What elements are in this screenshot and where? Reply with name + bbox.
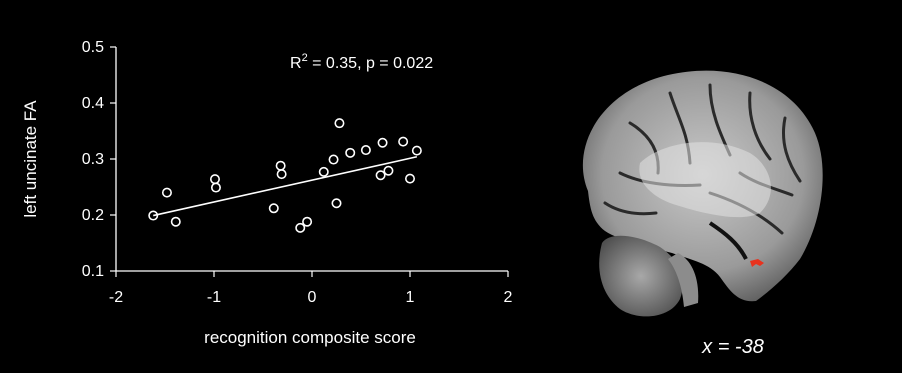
data-point <box>345 147 356 158</box>
data-point <box>148 210 159 221</box>
fit-line-group <box>153 155 418 217</box>
data-point <box>210 182 221 193</box>
data-point <box>377 137 388 148</box>
data-point <box>411 145 422 156</box>
data-point <box>276 169 287 180</box>
r2-rest: = 0.35, p = 0.022 <box>308 55 434 72</box>
cerebellum <box>599 235 683 317</box>
x-tick-label: 0 <box>308 289 317 306</box>
temporal-fissure <box>708 221 748 260</box>
slice-coordinate-label: x = -38 <box>702 336 764 358</box>
data-point <box>318 166 329 177</box>
data-point <box>295 222 306 233</box>
r2-superscript: 2 <box>302 52 308 64</box>
x-tick-label: -2 <box>109 289 123 306</box>
data-point <box>334 118 345 129</box>
data-point <box>360 145 371 156</box>
x-tick-label: -1 <box>207 289 221 306</box>
x-tick-labels: -2 -1 0 1 2 <box>109 289 513 306</box>
r2-letter: R <box>290 55 302 72</box>
data-points <box>148 118 422 233</box>
data-point <box>161 187 172 198</box>
data-point <box>275 160 286 171</box>
y-tick-label: 0.2 <box>82 207 104 224</box>
brain-sagittal-slice <box>582 70 823 317</box>
white-matter <box>639 142 771 218</box>
y-tick-label: 0.4 <box>82 95 104 112</box>
data-point <box>331 198 342 209</box>
data-point <box>209 174 220 185</box>
uncinate-highlight <box>750 259 764 267</box>
x-tick-label: 2 <box>504 289 513 306</box>
data-point <box>302 216 313 227</box>
fit-line <box>153 155 418 217</box>
data-point <box>398 136 409 147</box>
data-point <box>268 203 279 214</box>
y-axis-label: left uncinate FA <box>21 100 40 218</box>
x-axis-label: recognition composite score <box>204 328 416 347</box>
data-point <box>328 154 339 165</box>
brainstem <box>668 253 699 307</box>
r2-annotation: R2 = 0.35, p = 0.022 <box>290 52 433 72</box>
data-point <box>404 173 415 184</box>
y-tick-label: 0.3 <box>82 151 104 168</box>
scatter-plot: left uncinate FA recognition composite s… <box>21 39 513 347</box>
y-tick-label: 0.5 <box>82 39 104 56</box>
y-tick-labels: 0.1 0.2 0.3 0.4 0.5 <box>82 39 104 280</box>
data-point <box>383 165 394 176</box>
y-tick-label: 0.1 <box>82 263 104 280</box>
x-tick-label: 1 <box>406 289 415 306</box>
data-point <box>170 216 181 227</box>
data-point <box>375 170 386 181</box>
figure: left uncinate FA recognition composite s… <box>8 8 894 365</box>
plot-axes <box>110 46 509 277</box>
